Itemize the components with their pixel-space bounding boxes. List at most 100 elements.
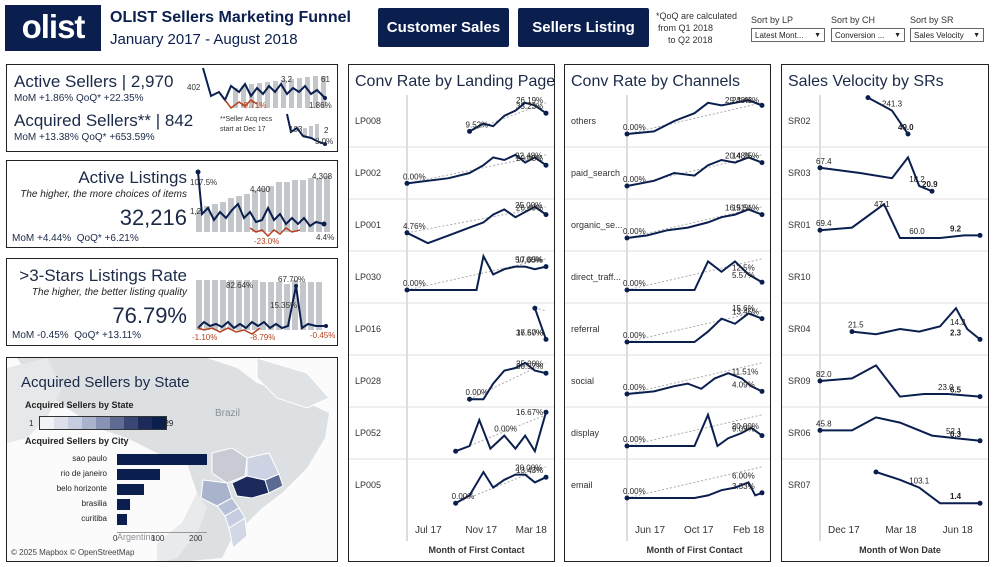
acquired-sellers-value: 842 xyxy=(164,111,194,130)
active-sellers-change: MoM +1.86% QoQ* +22.35% xyxy=(14,93,144,104)
active-listings-sparkline: 107.5% 4,400 4,308 1,2 -23.0% 4.4% xyxy=(190,169,334,246)
row-label: LP016 xyxy=(355,324,381,334)
map-card[interactable]: Brazil Argentina Acquired Sellers by Sta… xyxy=(6,357,338,562)
landing-pages-panel: Conv Rate by Landing Pages LP008 9.52% 26.1… xyxy=(348,64,555,562)
value-label: 82.0 xyxy=(816,370,832,379)
map-credit: © 2025 Mapbox © OpenStreetMap xyxy=(11,548,135,557)
active-listings-title: Active Listings xyxy=(78,168,187,187)
series-line xyxy=(469,101,547,133)
x-tick: Jun 18 xyxy=(943,525,973,536)
sellers-listing-button[interactable]: Sellers Listing xyxy=(518,8,649,47)
x-tick: Nov 17 xyxy=(465,525,497,536)
chevron-down-icon: ▼ xyxy=(894,31,901,39)
spark-label: 67.70% xyxy=(278,275,305,284)
spark-label: -0.45% xyxy=(310,331,335,340)
value-label: 0.00% xyxy=(623,123,646,132)
stars-rate-change: MoM -0.45% QoQ* +13.11% xyxy=(12,330,142,341)
series-line xyxy=(627,411,763,448)
series-point xyxy=(817,227,823,233)
sort-ch-select[interactable]: Conversion ... ▼ xyxy=(831,28,905,42)
trend-line xyxy=(626,414,763,447)
city-bar[interactable] xyxy=(117,499,130,510)
series-line xyxy=(627,312,763,343)
value-label: 15.51% xyxy=(732,204,759,213)
row-label: LP005 xyxy=(355,480,381,490)
spark-label: 15.35% xyxy=(270,301,297,310)
series-line xyxy=(627,481,763,499)
row-label: display xyxy=(571,428,600,438)
city-label: sao paulo xyxy=(72,454,107,463)
customer-sales-button[interactable]: Customer Sales xyxy=(378,8,509,47)
row-label: SR01 xyxy=(788,220,811,230)
series-point xyxy=(849,329,855,335)
series-point xyxy=(977,232,983,238)
series-point xyxy=(759,279,765,285)
city-bar[interactable] xyxy=(117,514,128,525)
series-point xyxy=(977,438,983,444)
brazil-map[interactable]: Brazil Argentina xyxy=(7,358,338,562)
value-label: 12.5% xyxy=(732,263,755,272)
series-point xyxy=(977,394,983,400)
stars-rate-sparkline: 82.64% 67.70% 15.35% -1.10% -8.79% -0.45… xyxy=(192,275,335,342)
spark-label: 2 xyxy=(324,126,329,135)
stars-rate-title: >3-Stars Listings Rate xyxy=(19,266,187,285)
value-label: 0.00% xyxy=(403,279,426,288)
spark-label: 1.86% xyxy=(309,101,332,110)
trend-line xyxy=(626,466,763,499)
map-title: Acquired Sellers by State xyxy=(21,374,190,391)
value-label: 20.48% xyxy=(725,152,752,161)
x-tick: Jul 17 xyxy=(415,525,442,536)
value-label: 1.4 xyxy=(950,492,962,501)
value-label: 37.50% xyxy=(516,328,543,337)
spark-label: -8.79% xyxy=(250,333,275,342)
x-tick: Dec 17 xyxy=(828,525,860,536)
sort-lp-select[interactable]: Latest Mont... ▼ xyxy=(751,28,825,42)
series-point xyxy=(759,212,765,218)
channels-panel: Conv Rate by Channels others 0.00% 29.48% 23… xyxy=(564,64,771,562)
city-bar[interactable] xyxy=(117,484,144,495)
series-line xyxy=(819,155,933,193)
value-label: 9.52% xyxy=(466,120,489,129)
x-tick: Oct 17 xyxy=(684,525,714,536)
city-bar[interactable] xyxy=(117,454,207,465)
acquired-sellers-heading: Acquired Sellers** | 842 xyxy=(14,111,194,130)
series-line xyxy=(406,205,547,245)
value-label: 0.00% xyxy=(623,487,646,496)
trend-line xyxy=(626,206,763,239)
row-label: paid_search xyxy=(571,168,620,178)
value-label: 17.65% xyxy=(516,256,543,265)
city-axis xyxy=(117,532,207,533)
series-point xyxy=(453,500,459,506)
city-label: curitiba xyxy=(81,514,107,523)
series-point xyxy=(817,165,823,171)
series-point xyxy=(624,287,630,293)
sort-sr-label: Sort by SR xyxy=(910,15,954,25)
value-label: 0.00% xyxy=(623,435,646,444)
active-listings-subtitle: The higher, the more choices of items xyxy=(20,189,187,200)
legend-min: 1 xyxy=(29,419,34,428)
small-multiples-chart: Conv Rate by Channels others 0.00% 29.48%23… xyxy=(565,73,770,555)
spark-label: 1,2 xyxy=(190,207,202,216)
value-label: 0.00% xyxy=(623,383,646,392)
trend-line xyxy=(626,154,763,187)
value-label: 0.3 xyxy=(950,430,962,439)
series-point xyxy=(865,95,871,101)
series-point xyxy=(817,427,823,433)
sort-sr-select[interactable]: Sales Velocity ▼ xyxy=(910,28,984,42)
series-point xyxy=(929,188,935,194)
value-label: 25.00% xyxy=(516,360,543,369)
city-label: brasilia xyxy=(81,499,107,508)
series-point xyxy=(624,131,630,137)
active-listings-card xyxy=(6,160,338,248)
city-bar[interactable] xyxy=(117,469,160,480)
series-point xyxy=(404,287,410,293)
series-line xyxy=(867,96,909,135)
x-axis-label: Month of Won Date xyxy=(859,545,941,555)
value-label: 16.67% xyxy=(516,408,543,417)
value-label: 18.2 xyxy=(909,175,925,184)
x-axis-label: Month of First Contact xyxy=(429,545,525,555)
panel-title: Conv Rate by Channels xyxy=(571,73,740,90)
value-label: 30.57% xyxy=(516,362,543,371)
value-label: 241.3 xyxy=(882,100,903,109)
state-legend-title: Acquired Sellers by State xyxy=(25,400,134,410)
